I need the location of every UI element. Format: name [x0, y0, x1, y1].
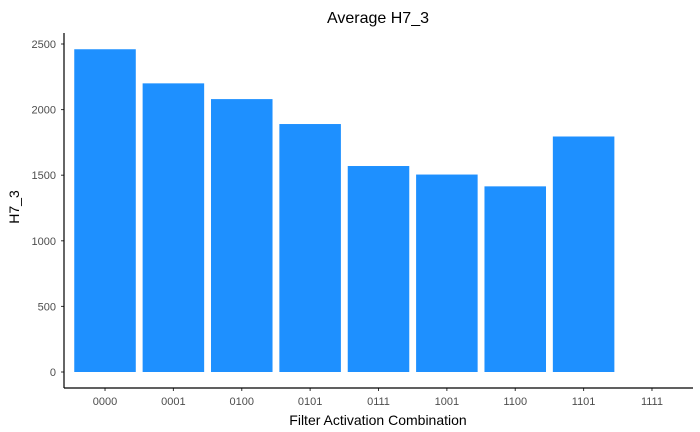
y-axis-title: H7_3 [6, 190, 22, 224]
bar-0100 [210, 99, 273, 372]
x-axis-ticks: 0000 0001 0100 0101 0111 1001 1100 1101 1111 [93, 388, 663, 408]
bar-1101 [552, 136, 615, 372]
bar-1100 [484, 186, 547, 372]
bar-0101 [279, 124, 341, 372]
y-tick-label: 500 [38, 301, 56, 313]
y-tick-label: 2000 [32, 105, 56, 117]
y-axis-ticks: 0 500 1000 1500 2000 2500 [32, 39, 64, 379]
x-tick-label: 0100 [230, 396, 254, 408]
y-tick-label: 2500 [32, 39, 56, 51]
x-axis-title: Filter Activation Combination [289, 412, 466, 428]
chart-title: Average H7_3 [327, 10, 429, 27]
x-tick-label: 0000 [93, 396, 117, 408]
y-tick-label: 1000 [32, 236, 56, 248]
x-tick-label: 1111 [641, 396, 663, 408]
bar-0111 [347, 166, 410, 372]
x-tick-label: 0101 [298, 396, 322, 408]
x-tick-label: 1001 [435, 396, 459, 408]
x-tick-label: 0111 [367, 396, 390, 408]
y-tick-label: 1500 [32, 170, 56, 182]
y-tick-label: 0 [50, 367, 56, 379]
bar-1001 [416, 174, 478, 372]
bar-group [74, 49, 615, 373]
x-tick-label: 1100 [503, 396, 527, 408]
bar-0000 [74, 49, 136, 373]
x-tick-label: 1101 [572, 396, 596, 408]
bar-0001 [142, 83, 205, 373]
x-tick-label: 0001 [161, 396, 185, 408]
